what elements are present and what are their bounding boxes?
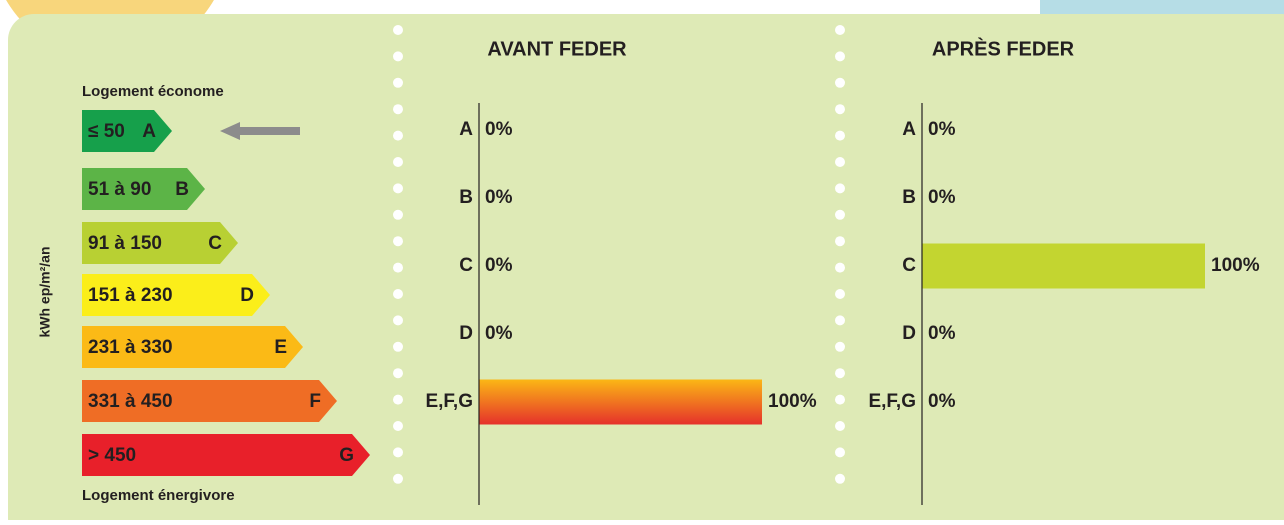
class-arrow [82, 168, 205, 210]
category-label: A [902, 119, 916, 140]
separator-dot [393, 289, 403, 299]
class-arrow [82, 110, 172, 152]
separator-dot [393, 130, 403, 141]
separator-dot [835, 51, 845, 62]
separator-dot [393, 341, 403, 352]
class-range: ≤ 50 [88, 121, 125, 142]
separator-dot [393, 25, 403, 35]
separator-dot [835, 236, 845, 247]
separators [393, 25, 845, 484]
separator-dot [835, 130, 845, 141]
class-range: 91 à 150 [88, 233, 162, 254]
category-label: A [459, 119, 473, 140]
value-label: 0% [928, 391, 956, 412]
separator-dot [393, 473, 403, 484]
category-label: E,F,G [868, 391, 916, 412]
pointer-arrow [220, 122, 300, 140]
separator-dot [835, 183, 845, 194]
class-range: 151 à 230 [88, 285, 173, 306]
separator-dot [393, 236, 403, 247]
class-arrow [82, 326, 303, 368]
class-range: 331 à 450 [88, 391, 173, 412]
class-letter: D [240, 285, 254, 306]
class-range: > 450 [88, 445, 136, 466]
value-label: 0% [485, 323, 513, 344]
value-label: 100% [768, 391, 817, 412]
separator-dot [835, 77, 845, 88]
value-label: 0% [928, 187, 956, 208]
class-letter: A [142, 121, 156, 142]
class-letter: G [339, 445, 354, 466]
separator-dot [835, 473, 845, 484]
value-label: 0% [928, 323, 956, 344]
value-label: 0% [485, 119, 513, 140]
category-label: B [902, 187, 916, 208]
separator-dot [393, 421, 403, 431]
separator-dot [835, 394, 845, 405]
separator-dot [835, 447, 845, 458]
class-letter: B [175, 179, 189, 200]
separator-dot [393, 209, 403, 220]
class-range: 51 à 90 [88, 179, 151, 200]
value-label: 0% [928, 119, 956, 140]
value-label: 0% [485, 255, 513, 276]
value-label: 100% [1211, 255, 1260, 276]
separator-dot [393, 447, 403, 458]
category-label: D [902, 323, 916, 344]
class-arrow [82, 380, 337, 422]
separator-dot [393, 77, 403, 88]
bar [922, 243, 1205, 289]
separator-dot [835, 315, 845, 326]
separator-dot [835, 25, 845, 35]
bottom-label: Logement énergivore [82, 487, 235, 504]
separator-dot [393, 183, 403, 194]
separator-dot [835, 341, 845, 352]
axis-label: kWh ep/m²/an [37, 246, 53, 337]
category-label: C [459, 255, 473, 276]
separator-dot [835, 157, 845, 167]
separator-dot [393, 315, 403, 326]
separator-dot [393, 157, 403, 167]
category-label: C [902, 255, 916, 276]
separator-dot [393, 51, 403, 62]
separator-dot [393, 104, 403, 115]
value-label: 0% [485, 187, 513, 208]
class-letter: C [208, 233, 222, 254]
top-label: Logement économe [82, 83, 224, 100]
separator-dot [393, 368, 403, 379]
chart-title: AVANT FEDER [487, 38, 627, 60]
class-arrow [82, 274, 270, 316]
separator-dot [393, 394, 403, 405]
class-arrow [82, 434, 370, 476]
separator-dot [835, 262, 845, 273]
class-range: 231 à 330 [88, 337, 173, 358]
separator-dot [835, 368, 845, 379]
category-label: D [459, 323, 473, 344]
class-arrow [82, 222, 238, 264]
class-letter: E [274, 337, 287, 358]
category-label: B [459, 187, 473, 208]
chart-title: APRÈS FEDER [932, 37, 1075, 60]
separator-dot [393, 262, 403, 273]
separator-dot [835, 104, 845, 115]
separator-dot [835, 289, 845, 299]
separator-dot [835, 209, 845, 220]
category-label: E,F,G [425, 391, 473, 412]
bar [479, 379, 762, 425]
class-letter: F [309, 391, 321, 412]
separator-dot [835, 421, 845, 431]
